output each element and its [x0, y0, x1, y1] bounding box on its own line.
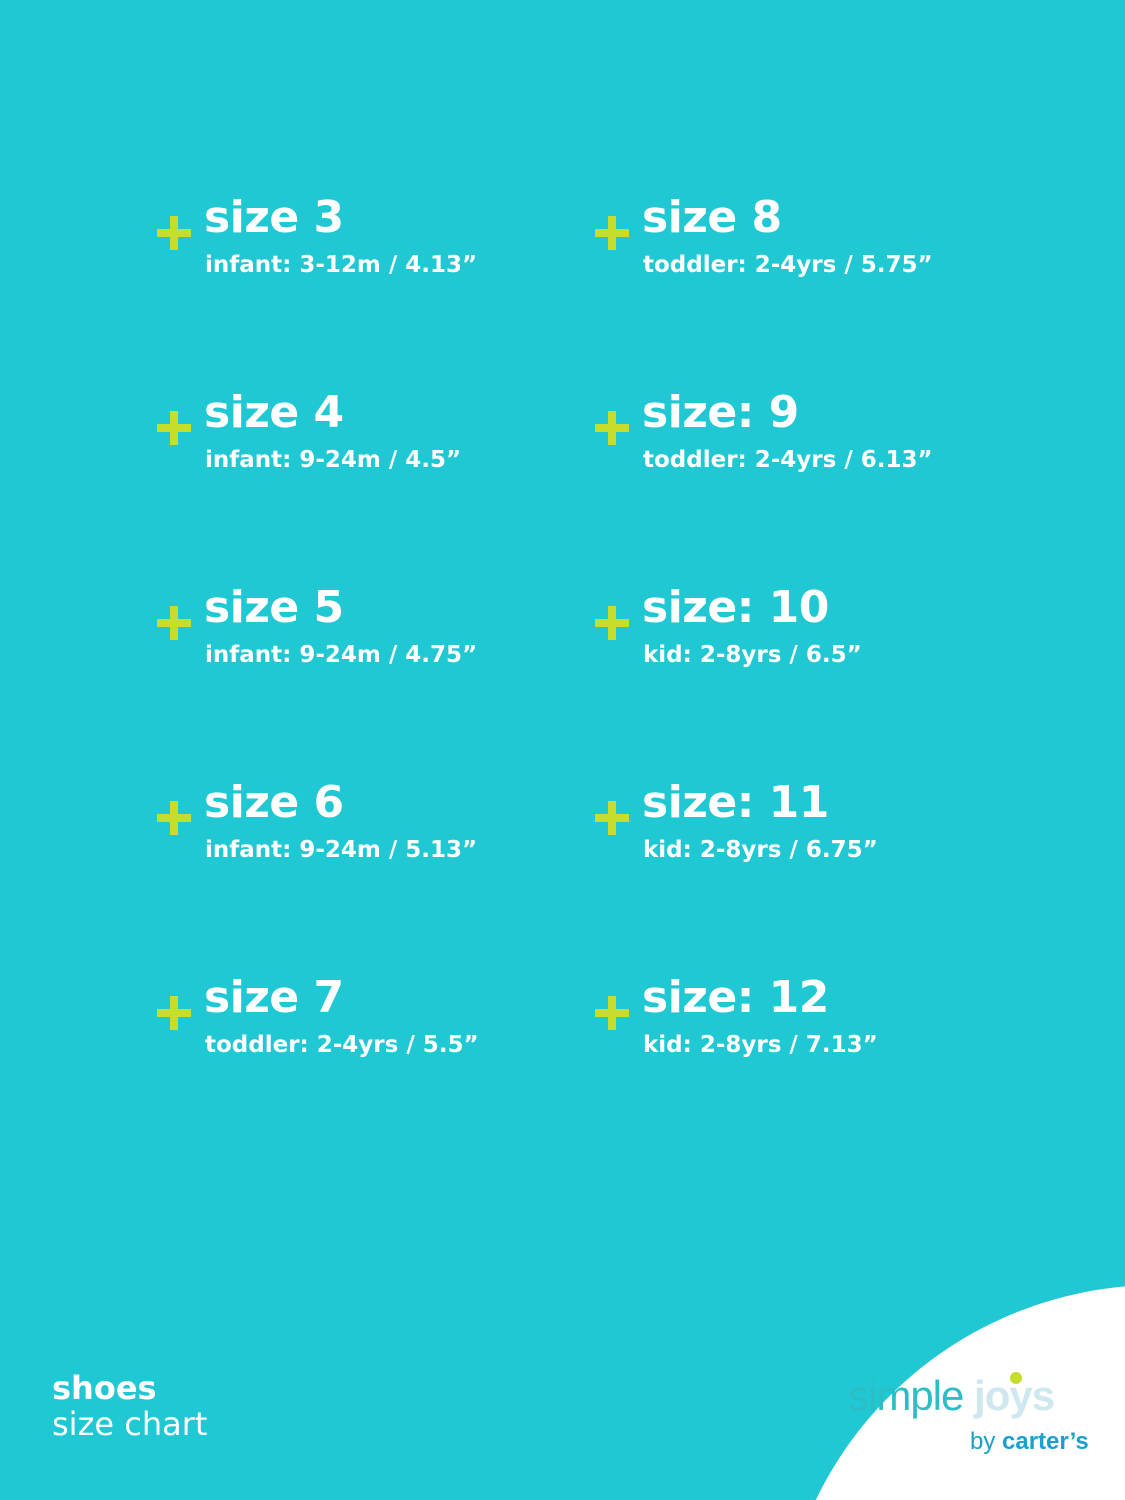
size-title: size 5: [204, 582, 344, 633]
size-detail: kid: 2-8yrs / 6.5”: [643, 642, 862, 668]
size-title: size 8: [642, 192, 782, 243]
size-detail: toddler: 2-4yrs / 5.75”: [643, 252, 933, 278]
size-detail: infant: 3-12m / 4.13”: [205, 252, 478, 278]
plus-icon: [157, 216, 191, 250]
plus-icon: [595, 411, 629, 445]
plus-icon: [157, 801, 191, 835]
logo-simple: simple: [848, 1372, 964, 1419]
logo-carters: carter’s: [1002, 1428, 1089, 1455]
caption-title: shoes: [52, 1369, 157, 1407]
size-detail: infant: 9-24m / 5.13”: [205, 837, 478, 863]
size-title: size 3: [204, 192, 344, 243]
logo-dot-icon: [1010, 1372, 1022, 1384]
plus-icon: [595, 801, 629, 835]
size-detail: toddler: 2-4yrs / 6.13”: [643, 447, 933, 473]
plus-icon: [595, 606, 629, 640]
caption-subtitle: size chart: [52, 1405, 208, 1443]
chart-caption: shoes size chart: [52, 1370, 207, 1442]
plus-icon: [157, 411, 191, 445]
plus-icon: [157, 996, 191, 1030]
size-detail: toddler: 2-4yrs / 5.5”: [205, 1032, 479, 1058]
logo-backdrop-arc: [815, 1286, 1125, 1500]
size-title: size: 9: [642, 387, 799, 438]
plus-icon: [595, 216, 629, 250]
plus-icon: [157, 606, 191, 640]
size-detail: kid: 2-8yrs / 6.75”: [643, 837, 878, 863]
size-title: size: 11: [642, 777, 829, 828]
size-title: size 6: [204, 777, 344, 828]
logo-by: by: [970, 1428, 996, 1455]
size-title: size 7: [204, 972, 344, 1023]
size-title: size: 10: [642, 582, 829, 633]
size-title: size 4: [204, 387, 344, 438]
logo-backdrop: [815, 1286, 1125, 1500]
plus-icon: [595, 996, 629, 1030]
size-detail: kid: 2-8yrs / 7.13”: [643, 1032, 878, 1058]
size-detail: infant: 9-24m / 4.75”: [205, 642, 478, 668]
brand-logo: simple joys by carter’s: [848, 1372, 1103, 1462]
size-title: size: 12: [642, 972, 829, 1023]
size-detail: infant: 9-24m / 4.5”: [205, 447, 462, 473]
